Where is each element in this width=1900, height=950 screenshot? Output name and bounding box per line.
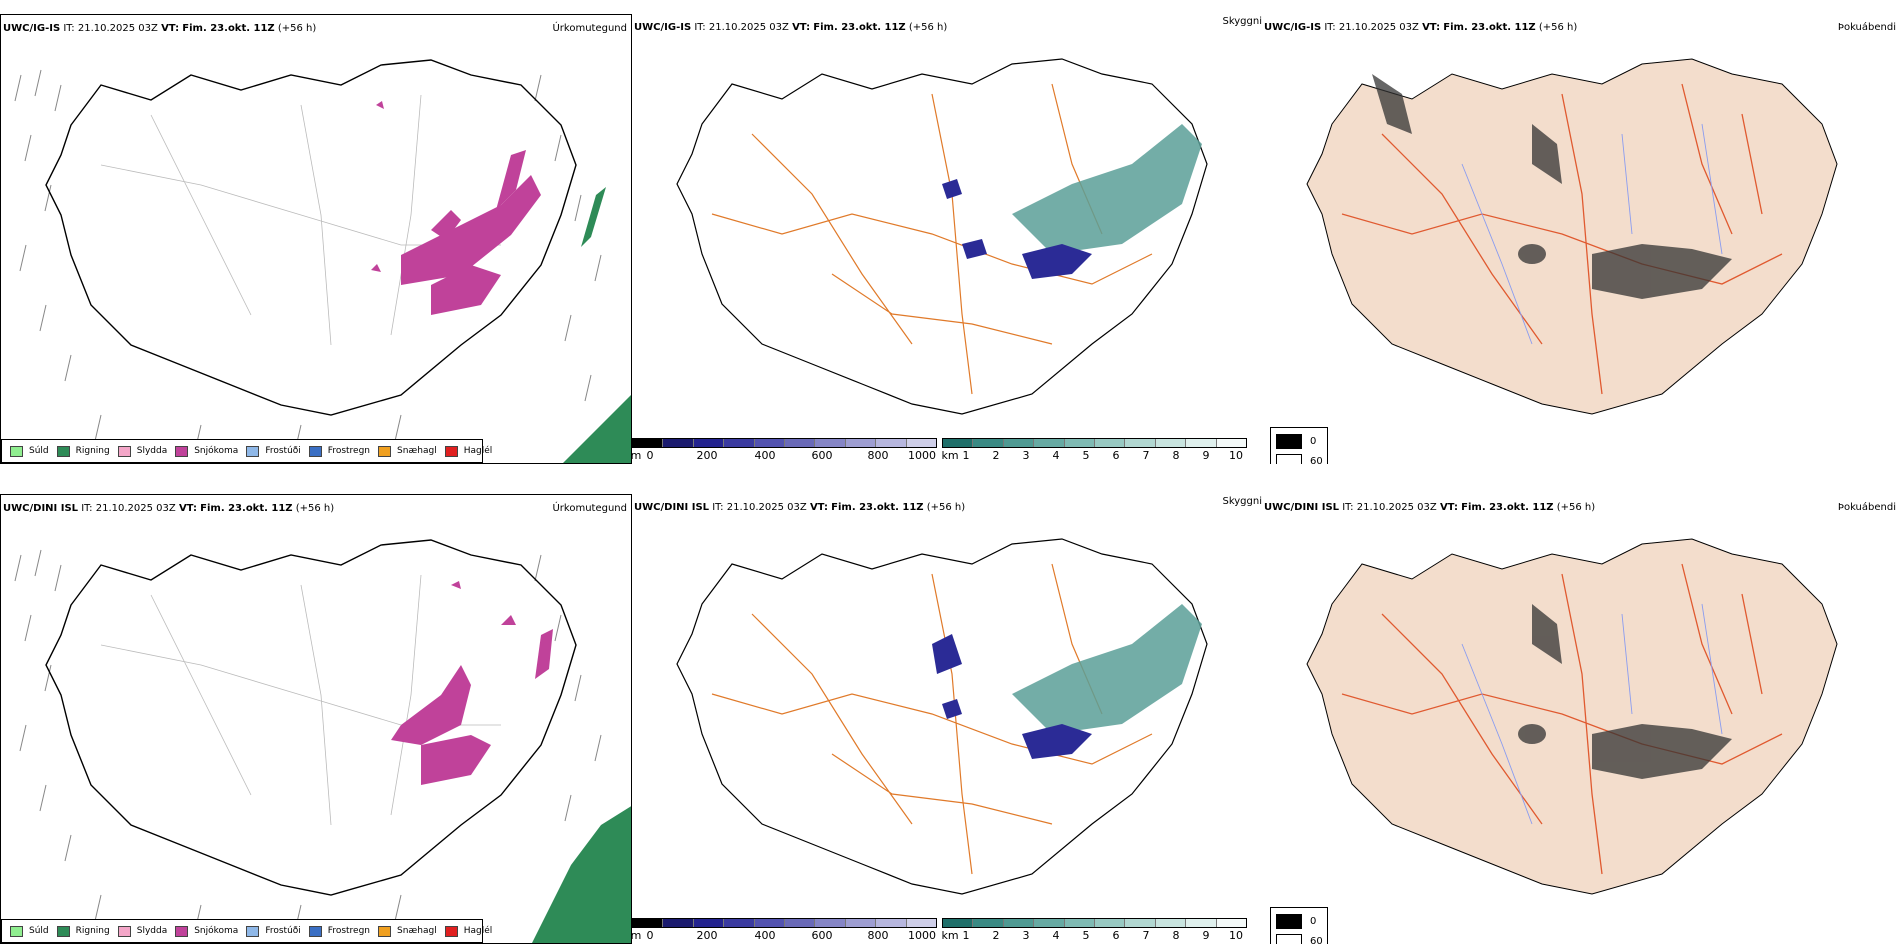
header-top-fog: UWC/IG-IS IT: 21.10.2025 03Z VT: Fim. 23…: [1264, 22, 1578, 33]
precip-map-bottom: [14, 539, 631, 943]
fog-legend-bottom: 0 60: [1270, 907, 1328, 944]
precip-title-bottom: Úrkomutegund: [552, 503, 627, 514]
legend-item-slydda: Slydda: [117, 925, 167, 937]
legend-item-hagel: Haglél: [444, 445, 492, 457]
fog-panel-bottom: UWC/DINI ISL IT: 21.10.2025 03Z VT: Fim.…: [1262, 494, 1900, 944]
legend-item-rigning: Rigning: [56, 925, 110, 937]
header-bottom-vis: UWC/DINI ISL IT: 21.10.2025 03Z VT: Fim.…: [634, 502, 966, 513]
visibility-title-top: Skyggni: [1222, 16, 1262, 27]
legend-item-sudd: Súld: [10, 445, 49, 457]
visibility-panel-bottom: UWC/DINI ISL IT: 21.10.2025 03Z VT: Fim.…: [632, 494, 1262, 944]
fog-title-top: Þokuábendi: [1837, 22, 1896, 33]
fog-map-bottom: [1306, 538, 1838, 895]
legend-item-slydda: Slydda: [117, 445, 167, 457]
legend-item-snaehagl: Snæhagl: [378, 445, 437, 457]
precip-panel-bottom: UWC/DINI ISL IT: 21.10.2025 03Z VT: Fim.…: [0, 494, 632, 944]
header-bottom-precip: UWC/DINI ISL IT: 21.10.2025 03Z VT: Fim.…: [3, 503, 335, 514]
legend-item-frostudi: Frostúði: [246, 445, 301, 457]
legend-item-frostregn: Frostregn: [308, 925, 370, 937]
legend-item-snjokoma: Snjókoma: [175, 925, 238, 937]
header-bottom-fog: UWC/DINI ISL IT: 21.10.2025 03Z VT: Fim.…: [1264, 502, 1596, 513]
precip-title-top: Úrkomutegund: [552, 23, 627, 34]
legend-item-frostregn: Frostregn: [308, 445, 370, 457]
header-top-vis: UWC/IG-IS IT: 21.10.2025 03Z VT: Fim. 23…: [634, 22, 948, 33]
fog-title-bottom: Þokuábendi: [1837, 502, 1896, 513]
visibility-colorbar-top: km 1 2 3 4 5 6 7 8 9 10: [941, 438, 1247, 464]
visibility-title-bottom: Skyggni: [1222, 496, 1262, 507]
legend-item-hagel: Haglél: [444, 925, 492, 937]
legend-item-snjokoma: Snjókoma: [175, 445, 238, 457]
fog-legend-top: 0 60: [1270, 427, 1328, 464]
legend-item-snaehagl: Snæhagl: [378, 925, 437, 937]
legend-item-frostudi: Frostúði: [246, 925, 301, 937]
legend-item-rigning: Rigning: [56, 445, 110, 457]
visibility-panel-top: UWC/IG-IS IT: 21.10.2025 03Z VT: Fim. 23…: [632, 14, 1262, 464]
legend-item-sudd: Súld: [10, 925, 49, 937]
visibility-colorbar-bottom: km 1 2 3 4 5 6 7 8 9 10: [941, 918, 1247, 944]
precip-panel-top: UWC/IG-IS IT: 21.10.2025 03Z VT: Fim. 23…: [0, 14, 632, 464]
ceiling-colorbar-bottom: m 0 200 400 600 800 1000: [632, 918, 937, 944]
precip-legend-top: Súld Rigning Slydda Snjókoma Frostúði Fr…: [1, 439, 492, 463]
fog-panel-top: UWC/IG-IS IT: 21.10.2025 03Z VT: Fim. 23…: [1262, 14, 1900, 464]
visibility-map-bottom: [676, 538, 1208, 895]
visibility-map-top: [676, 58, 1208, 415]
precip-legend-bottom: Súld Rigning Slydda Snjókoma Frostúði Fr…: [1, 919, 492, 943]
header-top-precip: UWC/IG-IS IT: 21.10.2025 03Z VT: Fim. 23…: [3, 23, 317, 34]
ceiling-colorbar-top: m 0 200 400 600 800 1000: [632, 438, 937, 464]
ceiling-unit: m: [632, 449, 642, 462]
precip-map-top: [14, 59, 631, 463]
fog-map-top: [1306, 58, 1838, 415]
